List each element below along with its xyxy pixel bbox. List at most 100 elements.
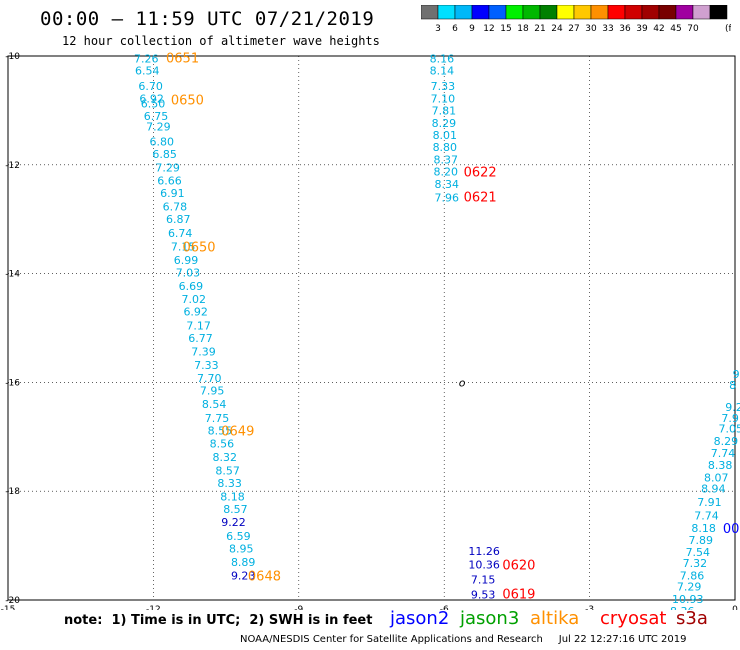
wave-height-value: 8.29 [432,117,457,130]
position-marker: o [459,376,466,389]
wave-height-value: 8.89 [231,556,256,569]
page-title: 00:00 — 11:59 UTC 07/21/2019 [40,8,375,30]
wave-height-value: 6.77 [188,332,213,345]
wave-height-value: 8.14 [430,65,455,78]
wave-height-value: 7.81 [432,104,457,117]
wave-height-value: 7.26 [134,53,159,66]
legend-s3a: s3a [676,608,708,629]
pass-time-label: 004 [723,522,740,537]
wave-height-value: 8.80 [433,141,458,154]
colorbar-label: 9 [469,24,475,34]
wave-height-value: 8.57 [223,503,248,516]
wave-height-value: 7.02 [182,293,207,306]
x-tick-label: -9 [294,605,303,610]
wave-height-value: 6.74 [168,227,193,240]
x-tick-label: -12 [146,605,161,610]
legend-jason2: jason2 [390,608,450,629]
legend-cryosat: cryosat [600,608,667,629]
colorbar-label: 36 [619,24,631,34]
y-tick-label: -16 [5,378,20,388]
wave-height-value: 7.29 [146,121,171,134]
wave-height-value: 7.33 [194,359,219,372]
wave-height-value: 7.05 [719,423,740,436]
pass-time-label: 0649 [221,424,254,439]
wave-height-value: 9.23 [231,570,256,583]
wave-height-value: 7.96 [435,191,460,204]
wave-height-value: 7.29 [155,162,180,175]
wave-height-value: 8.57 [215,465,240,478]
x-tick-label: -15 [1,605,16,610]
x-tick-label: -3 [585,605,594,610]
wave-height-value: 6.85 [152,148,177,161]
wave-height-value: 8.29 [714,435,739,448]
colorbar-label: 6 [452,24,458,34]
wave-height-value: 7.10 [431,92,456,105]
wave-height-value: 6.75 [144,110,169,123]
pass-time-label: 0620 [502,559,535,574]
colorbar-label: 70 [687,24,699,34]
wave-height-value: 7.74 [711,447,736,460]
wave-height-value: 7.39 [191,345,216,358]
wave-height-value: 6.66 [157,175,182,188]
wave-height-value: 8.56 [210,437,235,450]
wave-height-map: -15 -12 -9 -6 -3 0 -10 -12 -14 -16 -18 -20 7.266.54 6… [1,52,740,610]
wave-height-value: 7.54 [686,546,711,559]
wave-height-value: 7.32 [683,557,708,570]
colorbar-unit: (ft) [725,24,731,34]
colorbar-label: 45 [670,24,681,34]
wave-height-value: 8.55 [208,424,233,437]
wave-height-value: 9.22 [221,516,246,529]
wave-height-value: 6.70 [138,80,163,93]
wave-height-value: 11.26 [468,545,500,558]
wave-height-value: 8.07 [704,472,729,485]
y-tick-label: -10 [5,52,20,62]
wave-height-value: 8.32 [213,451,238,464]
pass-time-label: 0648 [248,570,281,585]
y-tick-label: -20 [5,596,20,606]
colorbar-label: 27 [568,24,579,34]
pass-time-label: 0651 [166,52,199,67]
wave-height-value: 8.95 [229,542,254,555]
wave-height-value: 9.53 [471,589,496,602]
wave-height-value: 8.36 [670,605,695,610]
wave-height-value: 6.59 [226,530,251,543]
y-tick-label: -14 [5,270,20,280]
wave-height-value: 8.94 [701,482,726,495]
wave-height-value: 7.17 [186,319,211,332]
page-subtitle: 12 hour collection of altimeter wave hei… [62,34,380,48]
wave-height-value: 8.54 [202,398,227,411]
wave-height-value: 8.20 [434,165,459,178]
colorbar-label: 15 [500,24,511,34]
credit-line: NOAA/NESDIS Center for Satellite Applica… [240,634,687,645]
wave-height-value: 6.80 [150,135,175,148]
wave-height-value: 7.9 [721,412,739,425]
wave-height-value: 7.86 [680,570,705,583]
wave-height-value: 8.01 [433,129,458,142]
pass-time-label: 0650 [182,240,215,255]
wave-height-value: 9.2 [725,401,740,414]
colorbar-label: 24 [551,24,563,34]
pass-time-label: 0619 [502,587,535,602]
wave-height-value: 8.18 [691,522,716,535]
wave-height-value: 8.33 [217,477,242,490]
wave-height-value: 7.15 [171,240,196,253]
pass-time-label: 0622 [464,165,497,180]
wave-height-value: 7.70 [197,372,222,385]
wave-height-value: 6.91 [160,187,185,200]
wave-height-value: 10.93 [672,593,704,606]
wave-height-value: 8.18 [220,491,245,504]
wave-height-value: 8 [729,379,736,392]
wave-height-value: 7.03 [176,267,201,280]
wave-height-value: 6.78 [163,201,188,214]
footnote: note: 1) Time is in UTC; 2) SWH is in fe… [64,613,373,628]
wave-height-value: 6.69 [179,280,204,293]
wave-height-value: 7.29 [677,580,702,593]
wave-height-value: 6.50 [141,97,166,110]
wave-height-value: 7.91 [697,496,722,509]
wave-height-value: 7.89 [688,534,713,547]
colorbar-label: 30 [585,24,597,34]
wave-height-value: 8.34 [435,178,460,191]
wave-height-value: 10.36 [468,559,500,572]
legend-jason3: jason3 [460,608,520,629]
